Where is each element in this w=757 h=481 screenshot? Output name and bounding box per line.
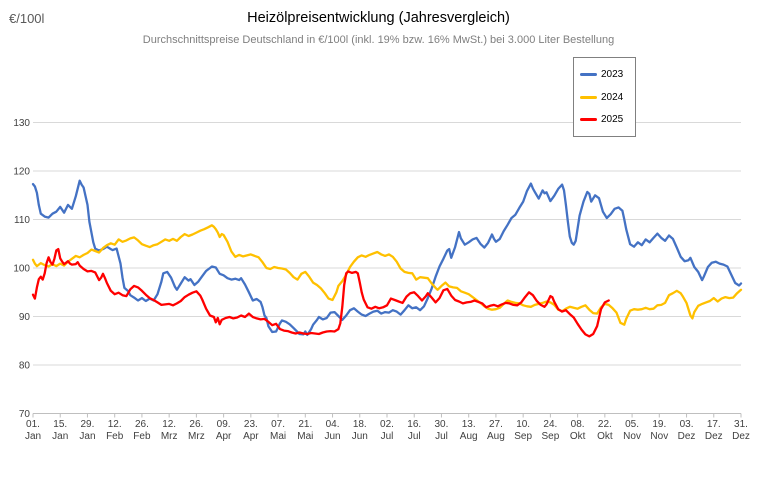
x-axis-tick-label-day: 31. xyxy=(734,419,748,430)
x-axis-tick-label-day: 26. xyxy=(189,419,203,430)
x-axis-tick-label-day: 12. xyxy=(162,419,176,430)
y-axis-tick-label: 70 xyxy=(19,409,31,420)
x-axis-tick-label-month: Aug xyxy=(460,431,478,442)
x-axis-tick-label-month: Jul xyxy=(408,431,421,442)
x-axis-tick-label-month: Sep xyxy=(541,431,559,442)
x-axis-tick-label-day: 03. xyxy=(680,419,694,430)
legend: 2023 2024 2025 xyxy=(573,57,636,137)
x-axis-tick-label-day: 22. xyxy=(598,419,612,430)
x-axis-tick-label-month: Dez xyxy=(732,431,750,442)
x-axis-tick-label-month: Mrz xyxy=(161,431,178,442)
x-axis-tick-label-day: 13. xyxy=(462,419,476,430)
y-axis-tick-label: 130 xyxy=(13,118,30,129)
x-axis-tick-label-day: 12. xyxy=(108,419,122,430)
x-axis-tick-label-day: 07. xyxy=(271,419,285,430)
x-axis-tick-label-month: Nov xyxy=(623,431,641,442)
x-axis-tick-label-day: 30. xyxy=(435,419,449,430)
legend-entry-2025: 2025 xyxy=(580,114,635,125)
legend-line-swatch xyxy=(580,95,597,99)
legend-entry-2023: 2023 xyxy=(580,69,635,80)
y-axis-tick-label: 90 xyxy=(19,312,31,323)
y-axis-tick-label: 120 xyxy=(13,167,30,178)
x-axis-tick-label-day: 17. xyxy=(707,419,721,430)
x-axis-tick-label-month: Jun xyxy=(352,431,368,442)
x-axis-tick-label-day: 29. xyxy=(81,419,95,430)
x-axis-tick-label-month: Okt xyxy=(570,431,586,442)
x-axis-tick-label-day: 23. xyxy=(244,419,258,430)
legend-entry-2024: 2024 xyxy=(580,92,635,103)
x-axis-tick-label-day: 19. xyxy=(652,419,666,430)
x-axis-tick-label-day: 01. xyxy=(26,419,40,430)
x-axis-tick-label-month: Jun xyxy=(324,431,340,442)
x-axis-tick-label-month: Okt xyxy=(597,431,613,442)
x-axis-tick-label-month: Mai xyxy=(270,431,286,442)
x-axis-tick-label-day: 10. xyxy=(516,419,530,430)
series-line-2024 xyxy=(31,224,743,326)
x-axis-tick-label-day: 15. xyxy=(53,419,67,430)
series-line-2025 xyxy=(31,247,610,338)
x-axis-tick-label-day: 05. xyxy=(625,419,639,430)
chart-title: Heizölpreisentwicklung (Jahresvergleich) xyxy=(247,10,510,26)
x-axis-tick-label-month: Sep xyxy=(514,431,532,442)
legend-label: 2023 xyxy=(601,69,624,81)
x-axis-tick-label-day: 18. xyxy=(353,419,367,430)
y-axis-unit-label: €/100l xyxy=(9,11,45,26)
x-axis-tick-label-month: Aug xyxy=(487,431,505,442)
x-axis-tick-label-day: 16. xyxy=(407,419,421,430)
x-axis-tick-label-month: Dez xyxy=(678,431,696,442)
legend-line-swatch xyxy=(580,73,597,77)
x-axis-tick-label-day: 26. xyxy=(135,419,149,430)
x-axis-tick-label-month: Feb xyxy=(133,431,151,442)
legend-label: 2025 xyxy=(601,113,624,125)
x-axis-tick-label-month: Apr xyxy=(216,431,232,442)
x-axis-tick-label-month: Jan xyxy=(25,431,41,442)
legend-label: 2024 xyxy=(601,91,624,103)
x-axis-tick-label-month: Jul xyxy=(435,431,448,442)
x-axis-tick-label-day: 24. xyxy=(543,419,557,430)
x-axis-tick-label-day: 21. xyxy=(298,419,312,430)
x-axis-tick-label-month: Jan xyxy=(79,431,95,442)
x-axis-tick-label-day: 08. xyxy=(571,419,585,430)
y-axis-tick-label: 80 xyxy=(19,361,31,372)
x-axis-tick-label-day: 02. xyxy=(380,419,394,430)
x-axis-tick-label-month: Jul xyxy=(381,431,394,442)
x-axis-tick-label-month: Mai xyxy=(297,431,313,442)
x-axis-tick-label-month: Jan xyxy=(52,431,68,442)
x-axis-tick-label-month: Mrz xyxy=(188,431,205,442)
x-axis-tick-label-month: Nov xyxy=(650,431,668,442)
y-axis-tick-label: 100 xyxy=(13,264,30,275)
series-line-2023 xyxy=(31,179,743,337)
x-axis-tick-label-month: Feb xyxy=(106,431,124,442)
x-axis-tick-label-day: 27. xyxy=(489,419,503,430)
chart-subtitle: Durchschnittspreise Deutschland in €/100… xyxy=(142,34,615,46)
legend-line-swatch xyxy=(580,117,597,121)
y-axis-tick-label: 110 xyxy=(14,215,30,226)
x-axis-tick-label-day: 04. xyxy=(326,419,340,430)
x-axis-tick-label-month: Apr xyxy=(243,431,259,442)
x-axis-tick-label-month: Dez xyxy=(705,431,723,442)
x-axis-tick-label-day: 09. xyxy=(217,419,231,430)
